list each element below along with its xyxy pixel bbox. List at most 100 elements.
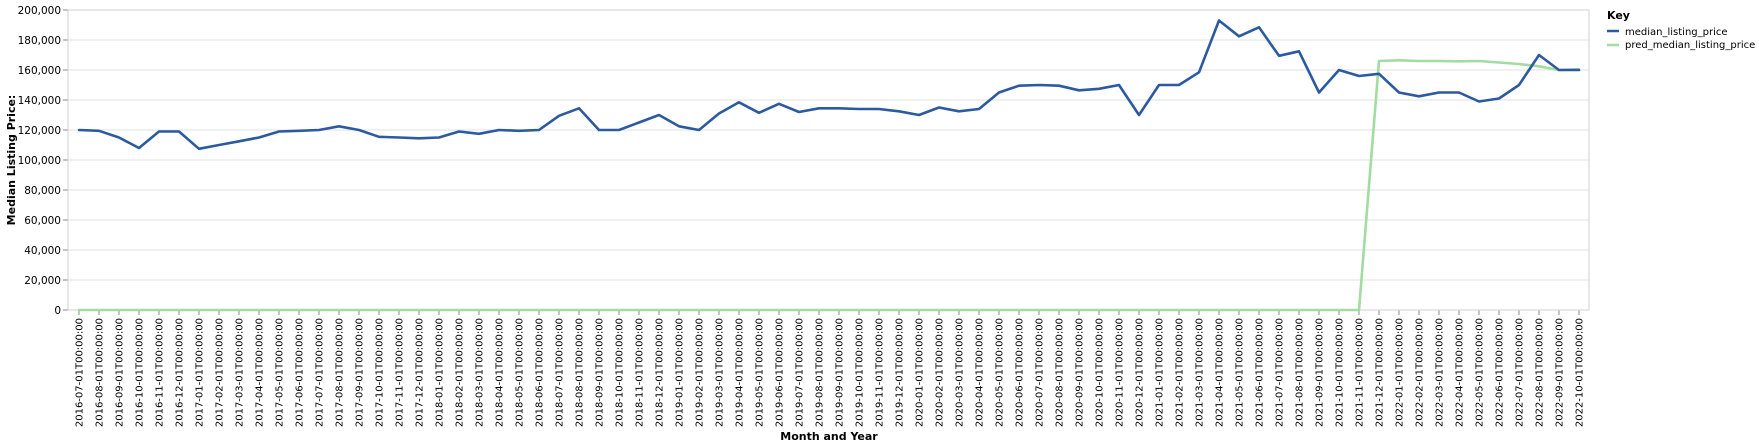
x-tick-label: 2022-10-01T00:00:00 — [1575, 318, 1586, 427]
x-tick-label: 2017-09-01T00:00:00 — [355, 318, 366, 427]
x-tick-label: 2021-04-01T00:00:00 — [1215, 318, 1226, 427]
x-tick-label: 2018-08-01T00:00:00 — [575, 318, 586, 427]
legend-title: Key — [1607, 9, 1630, 22]
x-tick-label: 2017-04-01T00:00:00 — [255, 318, 266, 427]
series-lines — [77, 19, 1581, 312]
x-tick-label: 2019-02-01T00:00:00 — [695, 318, 706, 427]
y-axis-ticks: 0 20,000 40,000 60,000 80,000 100,000 120,000 1… — [18, 5, 68, 317]
x-tick-label: 2018-05-01T00:00:00 — [515, 318, 526, 427]
legend: Key median_listing_price pred_median_lis… — [1607, 9, 1755, 51]
y-tick-label: 200,000 — [18, 5, 61, 17]
x-tick-label: 2019-08-01T00:00:00 — [815, 318, 826, 427]
x-axis-title: Month and Year — [780, 430, 878, 443]
x-tick-label: 2021-05-01T00:00:00 — [1235, 318, 1246, 427]
x-tick-label: 2017-03-01T00:00:00 — [235, 318, 246, 427]
x-tick-label: 2016-08-01T00:00:00 — [95, 318, 106, 427]
x-tick-label: 2018-12-01T00:00:00 — [655, 318, 666, 427]
x-tick-label: 2022-04-01T00:00:00 — [1455, 318, 1466, 427]
x-tick-label: 2017-11-01T00:00:00 — [395, 318, 406, 427]
y-tick-label: 20,000 — [24, 275, 61, 287]
x-tick-label: 2022-07-01T00:00:00 — [1515, 318, 1526, 427]
x-tick-label: 2021-08-01T00:00:00 — [1295, 318, 1306, 427]
x-tick-label: 2018-03-01T00:00:00 — [475, 318, 486, 427]
x-tick-label: 2017-12-01T00:00:00 — [415, 318, 426, 427]
x-tick-label: 2018-07-01T00:00:00 — [555, 318, 566, 427]
x-tick-label: 2018-01-01T00:00:00 — [435, 318, 446, 427]
x-axis-ticks: 2016-07-01T00:00:00 2016-08-01T00:00:00 20… — [75, 310, 1586, 427]
x-tick-label: 2022-09-01T00:00:00 — [1555, 318, 1566, 427]
x-tick-label: 2020-01-01T00:00:00 — [915, 318, 926, 427]
y-tick-label: 120,000 — [18, 125, 61, 137]
x-tick-label: 2021-06-01T00:00:00 — [1255, 318, 1266, 427]
x-tick-label: 2019-01-01T00:00:00 — [675, 318, 686, 427]
x-tick-label: 2017-08-01T00:00:00 — [335, 318, 346, 427]
x-tick-label: 2019-12-01T00:00:00 — [895, 318, 906, 427]
series-line-pred_median_listing_price — [77, 58, 1581, 312]
x-tick-label: 2021-02-01T00:00:00 — [1175, 318, 1186, 427]
y-tick-label: 80,000 — [24, 185, 61, 197]
x-tick-label: 2017-06-01T00:00:00 — [295, 318, 306, 427]
x-tick-label: 2017-05-01T00:00:00 — [275, 318, 286, 427]
x-tick-label: 2016-11-01T00:00:00 — [155, 318, 166, 427]
gridlines — [68, 9, 1589, 311]
x-tick-label: 2020-12-01T00:00:00 — [1135, 318, 1146, 427]
x-tick-label: 2020-06-01T00:00:00 — [1015, 318, 1026, 427]
legend-label-0: median_listing_price — [1625, 27, 1728, 38]
x-tick-label: 2018-04-01T00:00:00 — [495, 318, 506, 427]
x-tick-label: 2016-09-01T00:00:00 — [115, 318, 126, 427]
series-line-median_listing_price — [77, 19, 1581, 151]
x-tick-label: 2020-11-01T00:00:00 — [1115, 318, 1126, 427]
legend-label-1: pred_median_listing_price — [1625, 40, 1755, 51]
y-tick-label: 0 — [54, 305, 61, 317]
x-tick-label: 2022-08-01T00:00:00 — [1535, 318, 1546, 427]
x-tick-label: 2021-07-01T00:00:00 — [1275, 318, 1286, 427]
y-tick-label: 180,000 — [18, 35, 61, 47]
x-tick-label: 2019-07-01T00:00:00 — [795, 318, 806, 427]
x-tick-label: 2019-04-01T00:00:00 — [735, 318, 746, 427]
x-tick-label: 2020-05-01T00:00:00 — [995, 318, 1006, 427]
y-axis-title: Median Listing Price: — [5, 95, 18, 226]
x-tick-label: 2018-11-01T00:00:00 — [635, 318, 646, 427]
x-tick-label: 2016-07-01T00:00:00 — [75, 318, 86, 427]
x-tick-label: 2020-09-01T00:00:00 — [1075, 318, 1086, 427]
x-tick-label: 2017-07-01T00:00:00 — [315, 318, 326, 427]
x-tick-label: 2022-06-01T00:00:00 — [1495, 318, 1506, 427]
x-tick-label: 2016-12-01T00:00:00 — [175, 318, 186, 427]
x-tick-label: 2020-03-01T00:00:00 — [955, 318, 966, 427]
x-tick-label: 2019-09-01T00:00:00 — [835, 318, 846, 427]
x-tick-label: 2022-05-01T00:00:00 — [1475, 318, 1486, 427]
x-tick-label: 2020-02-01T00:00:00 — [935, 318, 946, 427]
x-tick-label: 2016-10-01T00:00:00 — [135, 318, 146, 427]
x-tick-label: 2019-11-01T00:00:00 — [875, 318, 886, 427]
x-tick-label: 2019-05-01T00:00:00 — [755, 318, 766, 427]
x-tick-label: 2021-03-01T00:00:00 — [1195, 318, 1206, 427]
x-tick-label: 2021-10-01T00:00:00 — [1335, 318, 1346, 427]
x-tick-label: 2018-09-01T00:00:00 — [595, 318, 606, 427]
y-tick-label: 160,000 — [18, 65, 61, 77]
x-tick-label: 2018-02-01T00:00:00 — [455, 318, 466, 427]
x-tick-label: 2021-11-01T00:00:00 — [1355, 318, 1366, 427]
x-tick-label: 2019-06-01T00:00:00 — [775, 318, 786, 427]
x-tick-label: 2019-10-01T00:00:00 — [855, 318, 866, 427]
x-tick-label: 2022-02-01T00:00:00 — [1415, 318, 1426, 427]
x-tick-label: 2021-01-01T00:00:00 — [1155, 318, 1166, 427]
y-tick-label: 100,000 — [18, 155, 61, 167]
x-tick-label: 2021-09-01T00:00:00 — [1315, 318, 1326, 427]
x-tick-label: 2019-03-01T00:00:00 — [715, 318, 726, 427]
y-tick-label: 60,000 — [24, 215, 61, 227]
x-tick-label: 2018-10-01T00:00:00 — [615, 318, 626, 427]
x-tick-label: 2020-08-01T00:00:00 — [1055, 318, 1066, 427]
x-tick-label: 2020-10-01T00:00:00 — [1095, 318, 1106, 427]
x-tick-label: 2022-01-01T00:00:00 — [1395, 318, 1406, 427]
y-tick-label: 40,000 — [24, 245, 61, 257]
x-tick-label: 2021-12-01T00:00:00 — [1375, 318, 1386, 427]
x-tick-label: 2017-02-01T00:00:00 — [215, 318, 226, 427]
x-tick-label: 2022-03-01T00:00:00 — [1435, 318, 1446, 427]
x-tick-label: 2017-01-01T00:00:00 — [195, 318, 206, 427]
x-tick-label: 2017-10-01T00:00:00 — [375, 318, 386, 427]
x-tick-label: 2018-06-01T00:00:00 — [535, 318, 546, 427]
x-tick-label: 2020-04-01T00:00:00 — [975, 318, 986, 427]
y-tick-label: 140,000 — [18, 95, 61, 107]
x-tick-label: 2020-07-01T00:00:00 — [1035, 318, 1046, 427]
